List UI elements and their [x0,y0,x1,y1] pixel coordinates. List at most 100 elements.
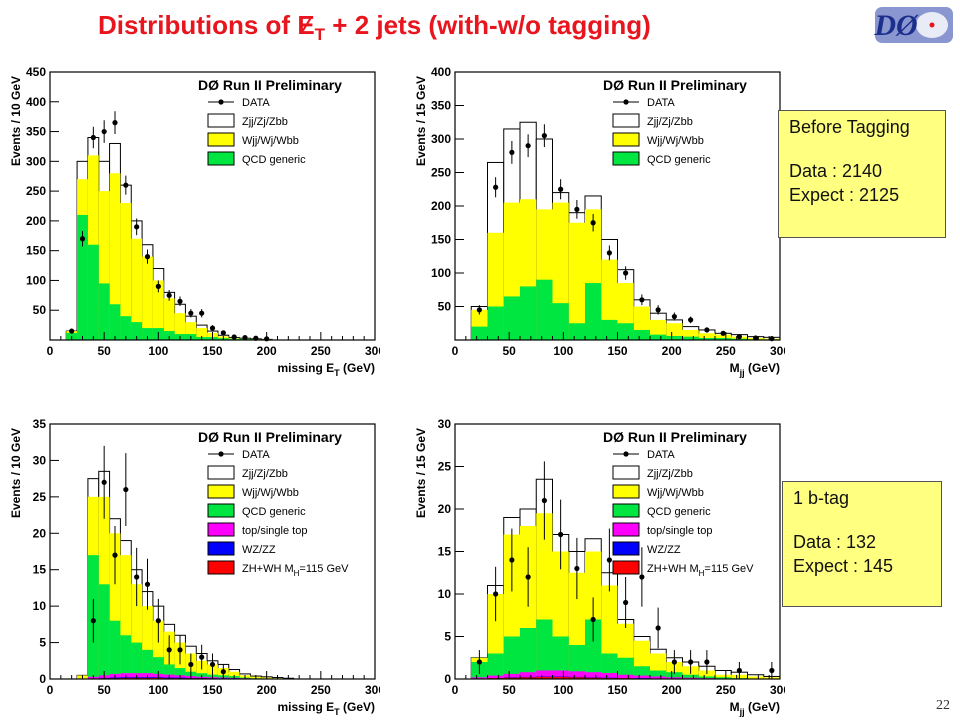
legend-label: ZH+WH MH=115 GeV [242,563,349,578]
data-point [220,330,226,336]
bar [131,238,143,340]
data-point [69,328,75,334]
legend-swatch [612,465,640,480]
bar [585,672,602,679]
bar [503,296,520,340]
x-tick-label: 250 [716,344,736,358]
x-tick-label: 150 [607,683,627,697]
legend-item-qcd-generic: QCD generic [207,151,306,166]
bar [536,279,553,340]
data-point [704,327,710,333]
bar [98,283,110,340]
x-tick-label: 50 [502,344,516,358]
x-tick-label: 250 [311,683,331,697]
legend-swatch [612,503,640,518]
bar [77,214,88,340]
data-point [134,224,140,230]
axes: 0 50 100 150 200 250 300 0 5 10 15 20 25 30 35 [33,417,380,697]
bar [601,673,618,679]
legend-label: DATA [242,97,270,109]
chart-title: DØ Run II Preliminary [198,77,342,93]
y-tick-label: 250 [26,184,46,198]
legend-marker [623,451,629,457]
bar [617,657,634,679]
x-axis-label: Mjj (GeV) [730,700,780,717]
series-data-points [476,124,775,342]
series-qcd-generic [471,279,780,340]
before-tagging-title: Before Tagging [789,117,910,137]
series-data-points [90,445,226,679]
legend-swatch [612,113,640,128]
data-point [606,250,612,256]
bar [568,222,585,340]
data-point [574,206,580,212]
legend-swatch [612,522,640,537]
legend-swatch [612,541,640,556]
data-point [188,661,194,668]
legend-item-data: DATA [613,97,675,109]
y-tick-label: 35 [33,417,47,431]
x-tick-label: 50 [502,683,516,697]
before-tagging-data: Data : 2140 [789,161,883,181]
legend-swatch [207,132,235,147]
legend-label: Zjj/Zj/Zbb [242,468,288,480]
bar [487,653,504,679]
y-tick-label: 150 [26,244,46,258]
data-point [525,574,531,580]
data-point [493,184,499,190]
bar [163,298,175,340]
bar [487,306,504,340]
data-point [623,270,629,276]
x-tick-label: 0 [452,683,459,697]
y-tick-label: 20 [33,526,47,540]
bar [163,664,175,679]
legend-item-zh-wh-m-h-115-gev: ZH+WH MH=115 GeV [207,560,349,578]
data-point [476,307,482,313]
legend-label: top/single top [242,525,307,537]
legend-label: DATA [647,97,675,109]
legend-item-qcd-generic: QCD generic [612,503,711,518]
bar [666,672,683,679]
legend-label: top/single top [647,525,712,537]
data-point [112,120,118,126]
legend-label: QCD generic [647,506,711,518]
x-tick-label: 50 [97,344,111,358]
x-tick-label: 0 [47,344,54,358]
y-tick-label: 50 [438,300,452,314]
data-point [541,133,547,139]
legend-label: QCD generic [242,506,306,518]
data-point [101,128,107,135]
bar [174,313,186,340]
x-tick-label: 250 [311,344,331,358]
bar [98,191,110,340]
bar [715,337,732,340]
legend-swatch [207,522,235,537]
y-tick-label: 0 [444,672,451,686]
y-tick-label: 25 [438,460,452,474]
y-tick-label: 300 [26,154,46,168]
x-tick-label: 250 [716,683,736,697]
legend-item-qcd-generic: QCD generic [207,503,306,518]
data-point [155,283,161,289]
title-met-symbol: ET [297,10,326,44]
chart-mjj-btag: 0 50 100 150 200 250 300 0 5 10 15 20 25 30 Events / 1… [414,417,785,717]
y-axis-label: Events / 15 GeV [414,76,428,166]
y-tick-label: 5 [39,636,46,650]
bar [715,677,732,679]
y-tick-label: 200 [26,214,46,228]
y-tick-label: 50 [33,303,47,317]
legend-label: Wjj/Wj/Wbb [242,135,299,147]
data-point [155,618,161,624]
legend-item-wjj-wj-wbb: Wjj/Wj/Wbb [207,484,299,499]
x-tick-label: 150 [202,683,222,697]
x-tick-label: 300 [770,683,785,697]
legend-label: Zjj/Zj/Zbb [242,116,288,128]
y-tick-label: 350 [26,125,46,139]
y-tick-label: 10 [438,587,452,601]
data-point [476,659,482,665]
data-point [525,143,531,149]
bar [682,677,699,679]
legend-label: Zjj/Zj/Zbb [647,116,693,128]
bar [552,636,569,679]
legend-item-zjj-zj-zbb: Zjj/Zj/Zbb [612,465,693,480]
